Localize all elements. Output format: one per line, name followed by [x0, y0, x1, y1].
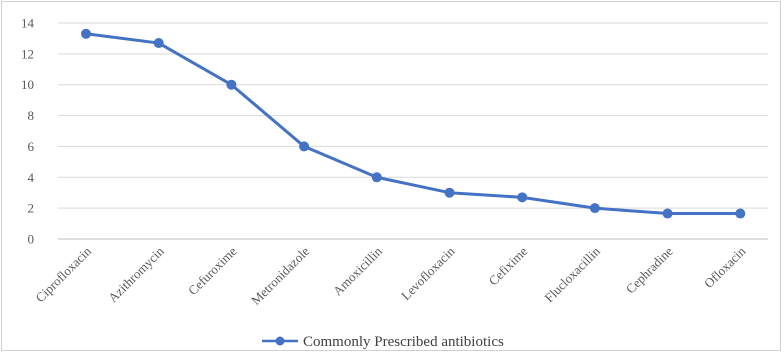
y-tick-label: 14: [21, 16, 35, 31]
y-tick-label: 8: [28, 108, 35, 123]
y-tick-label: 10: [21, 77, 34, 92]
data-point: [735, 208, 746, 219]
y-tick-label: 4: [28, 170, 35, 185]
y-tick-label: 2: [28, 201, 35, 216]
y-axis-ticks: 0 2 4 6 8 10 12 14: [21, 16, 35, 247]
gridlines: [58, 22, 768, 240]
data-point: [226, 79, 237, 90]
x-category-label: Ofloxacin: [701, 243, 749, 291]
data-point: [371, 172, 382, 183]
x-category-label: Flucloxacillin: [541, 243, 603, 305]
data-point: [444, 187, 455, 198]
x-category-label: Ciprofloxacin: [32, 243, 94, 305]
data-point: [517, 192, 528, 203]
x-category-label: Cefuroxime: [185, 243, 240, 298]
x-category-label: Cefixime: [485, 243, 530, 288]
x-category-label: Metronidazole: [248, 243, 312, 307]
x-category-label: Levofloxacin: [398, 243, 458, 303]
y-tick-label: 6: [28, 139, 35, 154]
x-axis-categories: Ciprofloxacin Azithromycin Cefuroxime Metro…: [32, 243, 748, 308]
legend-point-marker: [275, 336, 285, 346]
legend: Commonly Prescribed antibiotics: [262, 334, 504, 350]
data-point: [153, 38, 164, 49]
x-category-label: Amoxicillin: [330, 243, 385, 298]
x-category-label: Azithromycin: [105, 243, 167, 305]
series-group: [81, 28, 746, 219]
y-tick-label: 0: [28, 232, 35, 247]
legend-label: Commonly Prescribed antibiotics: [303, 334, 504, 350]
data-point: [299, 141, 310, 152]
y-tick-label: 12: [21, 46, 34, 61]
x-category-label: Cephradine: [623, 243, 676, 296]
data-point: [81, 28, 91, 39]
data-point: [589, 203, 600, 214]
data-point: [662, 208, 673, 219]
series-line: [84, 32, 742, 216]
